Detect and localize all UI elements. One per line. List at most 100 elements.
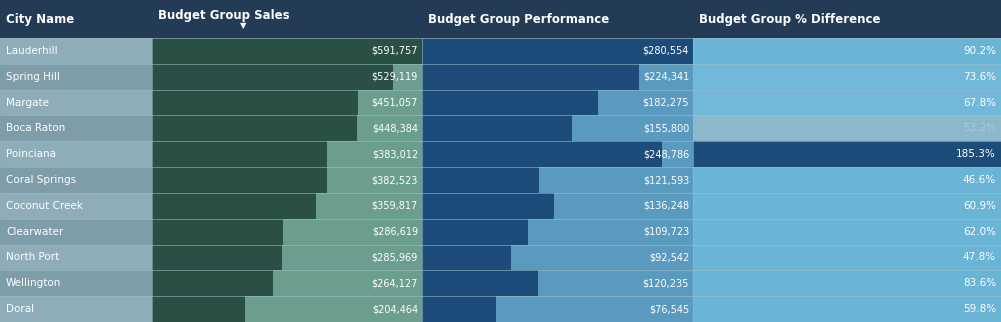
Bar xyxy=(693,38,1001,64)
Bar xyxy=(152,64,393,90)
Text: $591,757: $591,757 xyxy=(371,46,418,56)
Text: $121,593: $121,593 xyxy=(643,175,689,185)
Bar xyxy=(422,219,693,244)
Text: $76,545: $76,545 xyxy=(649,304,689,314)
Bar xyxy=(152,193,422,219)
Bar xyxy=(0,64,152,90)
Bar xyxy=(152,116,422,141)
Bar xyxy=(0,193,152,219)
Text: $529,119: $529,119 xyxy=(371,72,418,82)
Bar xyxy=(0,0,1001,38)
Bar xyxy=(693,167,1001,193)
Text: $109,723: $109,723 xyxy=(643,227,689,237)
Text: $383,012: $383,012 xyxy=(372,149,418,159)
Text: Doral: Doral xyxy=(6,304,34,314)
Text: $359,817: $359,817 xyxy=(371,201,418,211)
Text: 83.6%: 83.6% xyxy=(963,278,996,288)
Bar xyxy=(0,219,152,244)
Text: 60.9%: 60.9% xyxy=(963,201,996,211)
Bar xyxy=(152,116,356,141)
Bar xyxy=(152,270,422,296)
Text: 47.8%: 47.8% xyxy=(963,252,996,262)
Text: Spring Hill: Spring Hill xyxy=(6,72,60,82)
Text: $248,786: $248,786 xyxy=(643,149,689,159)
Text: Budget Group Sales: Budget Group Sales xyxy=(158,8,289,22)
Bar xyxy=(422,193,554,219)
Bar xyxy=(422,219,528,244)
Text: ▼: ▼ xyxy=(240,22,246,31)
Text: $286,619: $286,619 xyxy=(372,227,418,237)
Text: Budget Group % Difference: Budget Group % Difference xyxy=(699,13,881,25)
Bar xyxy=(422,244,693,270)
Bar xyxy=(152,296,422,322)
Bar xyxy=(422,116,573,141)
Bar xyxy=(693,270,1001,296)
Text: $280,554: $280,554 xyxy=(643,46,689,56)
Bar xyxy=(0,38,152,64)
Text: 46.6%: 46.6% xyxy=(963,175,996,185)
Bar xyxy=(422,296,693,322)
Text: $448,384: $448,384 xyxy=(372,123,418,133)
Text: 59.8%: 59.8% xyxy=(963,304,996,314)
Bar xyxy=(693,296,1001,322)
Bar xyxy=(422,116,693,141)
Bar xyxy=(152,90,357,116)
Bar xyxy=(152,219,422,244)
Bar xyxy=(152,38,422,64)
Text: 62.0%: 62.0% xyxy=(963,227,996,237)
Bar xyxy=(0,167,152,193)
Bar xyxy=(0,270,152,296)
Bar xyxy=(422,244,512,270)
Bar xyxy=(152,219,282,244)
Bar xyxy=(693,219,1001,244)
Bar xyxy=(0,296,152,322)
Text: Poinciana: Poinciana xyxy=(6,149,56,159)
Bar xyxy=(152,90,422,116)
Text: $155,800: $155,800 xyxy=(643,123,689,133)
Text: $264,127: $264,127 xyxy=(371,278,418,288)
Text: Budget Group Performance: Budget Group Performance xyxy=(428,13,610,25)
Text: Boca Raton: Boca Raton xyxy=(6,123,65,133)
Bar xyxy=(152,296,245,322)
Bar xyxy=(152,167,326,193)
Text: 53.2%: 53.2% xyxy=(963,123,996,133)
Text: $182,275: $182,275 xyxy=(643,98,689,108)
Bar xyxy=(152,64,422,90)
Bar xyxy=(152,244,282,270)
Bar xyxy=(693,244,1001,270)
Bar xyxy=(422,270,539,296)
Text: $136,248: $136,248 xyxy=(643,201,689,211)
Text: Wellington: Wellington xyxy=(6,278,61,288)
Bar xyxy=(152,244,422,270)
Bar xyxy=(152,38,422,64)
Bar xyxy=(693,64,1001,90)
Bar xyxy=(152,167,422,193)
Bar xyxy=(422,38,693,64)
Text: 90.2%: 90.2% xyxy=(963,46,996,56)
Bar xyxy=(0,244,152,270)
Text: Clearwater: Clearwater xyxy=(6,227,63,237)
Text: Lauderhill: Lauderhill xyxy=(6,46,58,56)
Bar xyxy=(422,270,693,296)
Text: $285,969: $285,969 xyxy=(371,252,418,262)
Bar xyxy=(693,193,1001,219)
Bar xyxy=(693,141,1001,167)
Text: 67.8%: 67.8% xyxy=(963,98,996,108)
Text: $92,542: $92,542 xyxy=(649,252,689,262)
Text: Coconut Creek: Coconut Creek xyxy=(6,201,83,211)
Text: 73.6%: 73.6% xyxy=(963,72,996,82)
Text: $224,341: $224,341 xyxy=(643,72,689,82)
Bar xyxy=(422,167,693,193)
Bar xyxy=(422,90,693,116)
Text: North Port: North Port xyxy=(6,252,59,262)
Bar xyxy=(0,141,152,167)
Bar xyxy=(152,193,316,219)
Bar xyxy=(422,141,663,167)
Text: Margate: Margate xyxy=(6,98,49,108)
Text: Coral Springs: Coral Springs xyxy=(6,175,76,185)
Bar xyxy=(422,193,693,219)
Bar xyxy=(693,90,1001,116)
Bar xyxy=(422,38,693,64)
Text: $382,523: $382,523 xyxy=(371,175,418,185)
Text: 185.3%: 185.3% xyxy=(956,149,996,159)
